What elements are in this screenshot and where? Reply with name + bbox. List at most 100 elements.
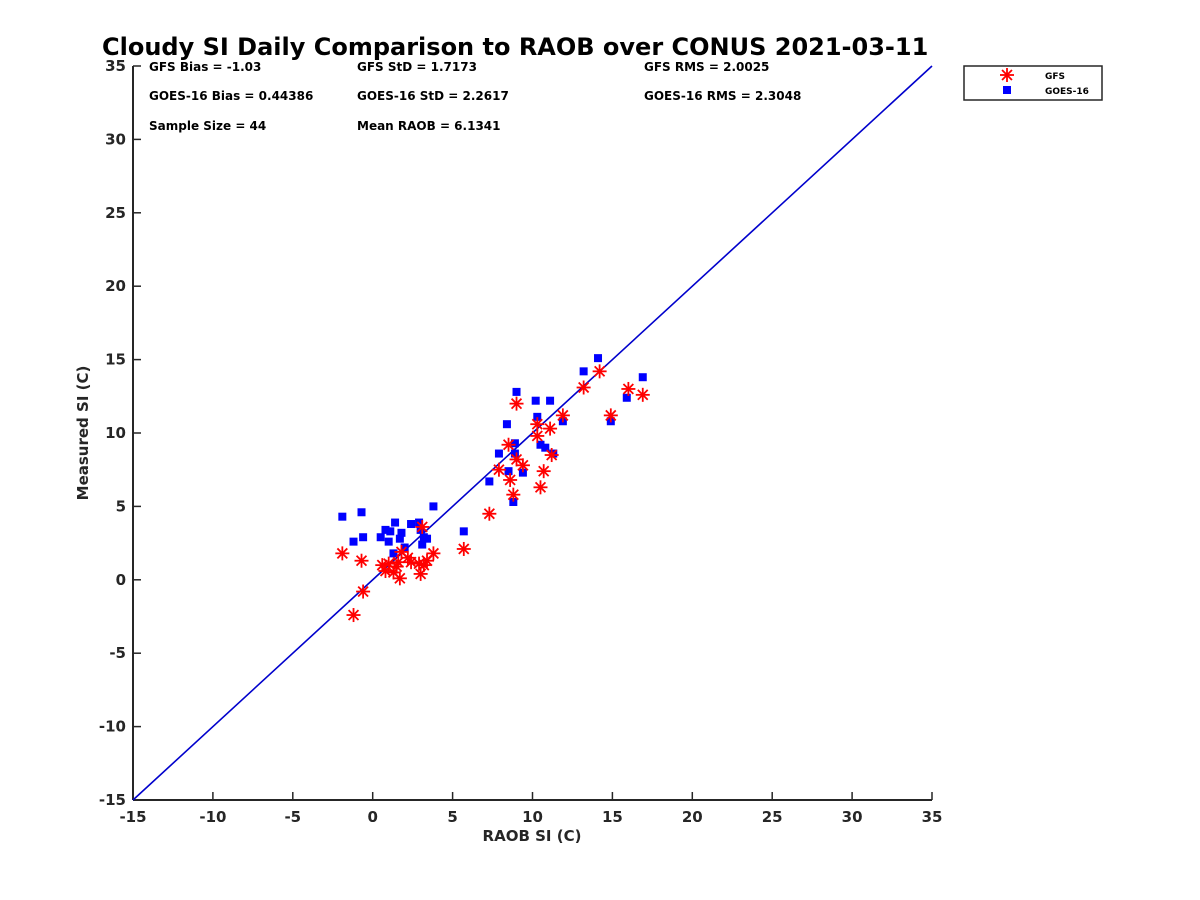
goes-16-point bbox=[384, 537, 393, 546]
gfs-point bbox=[389, 559, 404, 574]
gfs-point bbox=[576, 380, 591, 395]
gfs-point bbox=[354, 553, 369, 568]
gfs-point bbox=[356, 584, 371, 599]
legend-gfs-marker bbox=[1000, 68, 1014, 82]
legend-gfs-label: GFS bbox=[1045, 72, 1065, 82]
one-to-one-reference-line bbox=[132, 65, 933, 801]
gfs-point bbox=[426, 546, 441, 561]
x-tick-label: 30 bbox=[842, 808, 863, 826]
y-tick-label: -5 bbox=[109, 644, 126, 662]
goes-16-point bbox=[510, 449, 519, 458]
goes-16-point bbox=[416, 525, 425, 534]
goes-16-point bbox=[531, 396, 540, 405]
y-tick-label: -15 bbox=[99, 791, 126, 809]
gfs-point bbox=[482, 506, 497, 521]
y-tick-label: -10 bbox=[99, 718, 126, 736]
goes-16-point bbox=[389, 549, 398, 558]
legend-gfs-asterisk bbox=[1000, 68, 1014, 82]
x-tick-label: 5 bbox=[447, 808, 457, 826]
x-axis-label: RAOB SI (C) bbox=[483, 827, 582, 845]
gfs-point bbox=[392, 571, 407, 586]
gfs-point bbox=[530, 428, 545, 443]
gfs-point bbox=[603, 408, 618, 423]
y-axis-label: Measured SI (C) bbox=[74, 366, 92, 501]
x-tick-label: -15 bbox=[119, 808, 146, 826]
gfs-point bbox=[509, 396, 524, 411]
goes-16-point bbox=[359, 533, 368, 542]
gfs-std-text: GFS StD = 1.7173 bbox=[357, 60, 477, 74]
y-tick-label: 30 bbox=[105, 130, 126, 148]
goes-16-point bbox=[407, 520, 416, 529]
gfs-point bbox=[530, 417, 545, 432]
gfs-point bbox=[543, 421, 558, 436]
gfs-point bbox=[503, 472, 518, 487]
gfs-point bbox=[415, 519, 430, 534]
goes-16-point bbox=[376, 533, 385, 542]
gfs-point bbox=[544, 448, 559, 463]
goes-std-text: GOES-16 StD = 2.2617 bbox=[357, 89, 509, 103]
gfs-rms-text: GFS RMS = 2.0025 bbox=[644, 60, 769, 74]
x-tick-label: 35 bbox=[922, 808, 943, 826]
y-tick-label: 15 bbox=[105, 351, 126, 369]
goes-16-point bbox=[349, 537, 358, 546]
y-tick-label: 5 bbox=[116, 497, 126, 515]
y-tick-label: 10 bbox=[105, 424, 126, 442]
legend: GFS GOES-16 bbox=[963, 65, 1103, 101]
goes-16-point bbox=[395, 534, 404, 543]
gfs-point bbox=[335, 546, 350, 561]
data-points bbox=[335, 354, 650, 623]
gfs-point bbox=[555, 408, 570, 423]
gfs-point bbox=[536, 464, 551, 479]
goes-16-point bbox=[622, 393, 631, 402]
goes-16-point bbox=[510, 439, 519, 448]
goes-16-point bbox=[541, 443, 550, 452]
y-tick-label: 25 bbox=[105, 204, 126, 222]
goes-16-point bbox=[594, 354, 603, 363]
goes-16-point bbox=[518, 468, 527, 477]
goes-bias-text: GOES-16 Bias = 0.44386 bbox=[149, 89, 313, 103]
goes-16-point bbox=[533, 412, 542, 421]
sample-size-text: Sample Size = 44 bbox=[149, 119, 266, 133]
goes-16-point bbox=[338, 512, 347, 521]
gfs-point bbox=[621, 381, 636, 396]
mean-raob-text: Mean RAOB = 6.1341 bbox=[357, 119, 501, 133]
chart-title: Cloudy SI Daily Comparison to RAOB over … bbox=[102, 33, 928, 61]
gfs-point bbox=[456, 541, 471, 556]
gfs-point bbox=[491, 462, 506, 477]
goes-16-point bbox=[502, 420, 511, 429]
goes-16-point bbox=[638, 373, 647, 382]
gfs-point bbox=[592, 364, 607, 379]
goes-16-point bbox=[418, 540, 427, 549]
goes-16-point bbox=[509, 497, 518, 506]
goes-16-point bbox=[579, 367, 588, 376]
legend-goes-16-label: GOES-16 bbox=[1045, 87, 1089, 97]
goes-16-point bbox=[357, 508, 366, 517]
legend-goes-16-marker bbox=[1003, 86, 1011, 94]
gfs-bias-text: GFS Bias = -1.03 bbox=[149, 60, 261, 74]
gfs-point bbox=[515, 458, 530, 473]
x-tick-label: -5 bbox=[284, 808, 301, 826]
goes-16-point bbox=[386, 527, 395, 536]
goes-16-point bbox=[381, 525, 390, 534]
goes-16-point bbox=[423, 534, 432, 543]
gfs-point bbox=[501, 437, 516, 452]
stats-panel: GFS Bias = -1.03 GFS StD = 1.7173 GFS RM… bbox=[149, 60, 801, 133]
x-tick-label: 15 bbox=[602, 808, 623, 826]
gfs-point bbox=[533, 480, 548, 495]
x-tick-label: 25 bbox=[762, 808, 783, 826]
goes-16-point bbox=[459, 527, 468, 536]
y-tick-label: 20 bbox=[105, 277, 126, 295]
goes-16-point bbox=[391, 518, 400, 527]
y-tick-label: 0 bbox=[116, 571, 126, 589]
plot-area: -15 -10 -5 0 5 10 15 20 25 30 35 -15 -10 -5 0 5 10 15 20 25… bbox=[99, 57, 943, 826]
gfs-point bbox=[404, 555, 419, 570]
x-tick-label: 10 bbox=[522, 808, 543, 826]
goes-rms-text: GOES-16 RMS = 2.3048 bbox=[644, 89, 801, 103]
goes-16-point bbox=[546, 396, 555, 405]
goes-16-point bbox=[504, 467, 513, 476]
legend-box bbox=[963, 65, 1103, 101]
goes-16-point bbox=[397, 528, 406, 537]
x-tick-label: -10 bbox=[199, 808, 226, 826]
goes-16-point bbox=[429, 502, 438, 511]
